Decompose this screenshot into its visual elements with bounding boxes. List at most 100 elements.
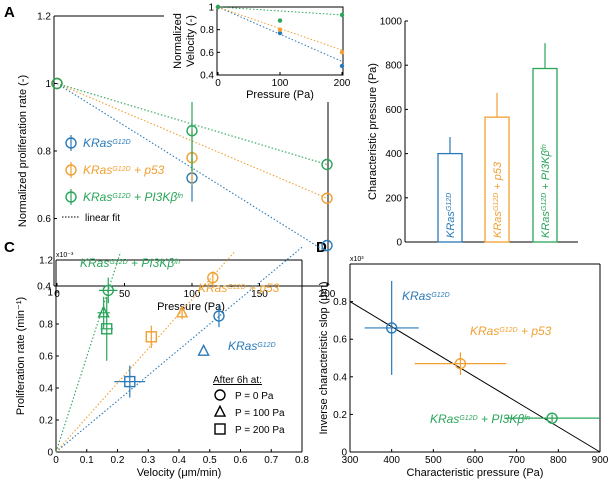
c-legend-label: P = 0 Pa xyxy=(235,391,274,402)
inset-x-tick-label: 0 xyxy=(215,78,221,89)
a-legend-label: KRasG12D xyxy=(83,136,131,150)
c-data-point-triangle xyxy=(197,343,210,356)
c-fit-line-2 xyxy=(55,251,122,453)
d-series-label: KRasG12D xyxy=(402,289,450,303)
d-data-point xyxy=(546,412,558,424)
c-legend-marker-triangle xyxy=(213,404,227,417)
a-legend-marker xyxy=(65,191,77,203)
d-y-tick-label: 0.8 xyxy=(333,297,347,308)
d-x-tick-label: 500 xyxy=(425,455,442,466)
a-y-tick-label: 1 xyxy=(45,79,51,90)
a-x-axis-label: Pressure (Pa) xyxy=(157,301,225,313)
c-data-point-circle xyxy=(102,284,114,297)
c-y-tick-label: 0.6 xyxy=(39,352,53,363)
d-x-tick-label: 700 xyxy=(508,455,525,466)
inset-background xyxy=(164,2,350,102)
c-y-tick-label: 0.4 xyxy=(39,384,53,395)
a-fit-line-0 xyxy=(56,83,328,253)
c-x-tick-label: 0.7 xyxy=(264,455,278,466)
c-x-tick-label: 0.5 xyxy=(203,455,217,466)
a-y-tick-label: 0.8 xyxy=(37,147,51,158)
c-y-tick-label: 0.2 xyxy=(39,416,53,427)
c-data-point-square xyxy=(124,375,136,388)
c-data-point-circle xyxy=(207,271,219,284)
a-legend-fit-label: linear fit xyxy=(85,213,120,224)
inset-y-axis-label: Normalized xyxy=(172,13,184,69)
panel-label-a: A xyxy=(4,4,15,21)
inset-data-point xyxy=(339,12,345,18)
b-y-axis-label: Characteristic pressure (Pa) xyxy=(367,63,379,200)
c-x-tick-label: 0.8 xyxy=(295,455,309,466)
c-fit-line-1 xyxy=(55,251,235,453)
c-data-point-triangle xyxy=(175,305,189,318)
a-data-point xyxy=(51,77,63,90)
c-y-tick-label: 0.8 xyxy=(39,320,53,331)
c-legend-label: P = 100 Pa xyxy=(235,408,285,419)
c-y-tick-label: 1 xyxy=(47,288,53,299)
c-legend-title: After 6h at: xyxy=(213,375,262,386)
a-legend-label: KRasG12D + PI3Kβfn xyxy=(83,190,183,204)
panel-label-d: D xyxy=(316,239,327,256)
a-x-tick-label: 0 xyxy=(54,289,60,300)
c-x-tick-label: 0.6 xyxy=(234,455,248,466)
c-y-axis-label: Proliferation rate (min⁻¹) xyxy=(15,297,27,415)
b-bar-label: KRasG12D xyxy=(445,193,457,238)
c-data-point-square xyxy=(101,323,113,335)
inset-x-tick-label: 200 xyxy=(334,78,351,89)
c-x-tick-label: 0 xyxy=(53,455,59,466)
c-x-tick-label: 0.4 xyxy=(172,455,186,466)
c-legend-label: P = 200 Pa xyxy=(235,425,285,436)
d-x-tick-label: 800 xyxy=(550,455,567,466)
c-y-tick-label: 0 xyxy=(47,448,53,459)
b-bar-label: KRasG12D + p53 xyxy=(492,161,504,238)
b-y-tick-label: 1000 xyxy=(380,17,403,28)
c-series-label: KRasG12D xyxy=(228,339,276,353)
c-data-point-square xyxy=(145,331,158,343)
b-bar-label-group: KRasG12D + p53 xyxy=(492,161,504,238)
a-data-point xyxy=(321,192,333,204)
d-x-tick-label: 600 xyxy=(467,455,484,466)
d-data-point xyxy=(454,357,467,370)
d-x-tick-label: 300 xyxy=(342,455,359,466)
a-data-point xyxy=(186,125,198,137)
panel-label-c: C xyxy=(4,239,15,256)
d-series-label: KRasG12D + PI3Kβfn xyxy=(430,412,530,426)
b-y-tick-label: 200 xyxy=(385,193,402,204)
d-y-exponent: x10³ xyxy=(350,256,364,263)
a-x-tick-label: 150 xyxy=(251,289,268,300)
d-y-tick-label: 0 xyxy=(341,448,347,459)
c-fit-line-0 xyxy=(55,246,303,453)
inset-y-tick-label: 1 xyxy=(208,3,214,14)
c-series-label: KRasG12D + p53 xyxy=(198,281,280,295)
d-data-point xyxy=(385,322,398,334)
inset-data-point xyxy=(215,4,221,10)
a-x-tick-label: 50 xyxy=(119,289,131,300)
b-bar-label-group: KRasG12D xyxy=(445,193,457,238)
d-y-axis-label: Inverse characteristic slop (μm) xyxy=(318,281,330,434)
d-y-tick-label: 0.6 xyxy=(333,335,347,346)
b-y-tick-label: 400 xyxy=(385,149,402,160)
inset-x-axis-label: Pressure (Pa) xyxy=(246,89,314,101)
inset-x-tick-label: 100 xyxy=(272,78,289,89)
a-legend-marker xyxy=(65,164,77,176)
inset-data-point xyxy=(277,27,283,32)
c-legend-marker-square xyxy=(214,423,226,435)
b-y-tick-label: 600 xyxy=(385,105,402,116)
a-x-tick-label: 100 xyxy=(184,289,201,300)
inset-y-tick-label: 0.4 xyxy=(200,71,214,82)
d-y-tick-label: 0.4 xyxy=(333,372,347,383)
c-series-label: KRasG12D + PI3Kβfn xyxy=(80,256,180,270)
d-x-tick-label: 900 xyxy=(592,455,608,466)
inset-data-point xyxy=(339,50,345,55)
d-x-axis-label: Characteristic pressure (Pa) xyxy=(407,467,544,479)
b-bar-label: KRasG12D + PI3Kβfn xyxy=(540,144,552,238)
a-y-tick-label: 0.4 xyxy=(37,282,51,293)
b-bar-label-group: KRasG12D + PI3Kβfn xyxy=(540,144,552,238)
a-x-tick-label: 200 xyxy=(319,289,336,300)
c-x-tick-label: 0.1 xyxy=(80,455,94,466)
c-x-axis-label: Velocity (μm/min) xyxy=(137,467,222,479)
inset-y-tick-label: 0.8 xyxy=(200,25,214,36)
c-x-tick-label: 0.2 xyxy=(111,455,125,466)
c-legend-marker-circle xyxy=(214,389,226,401)
